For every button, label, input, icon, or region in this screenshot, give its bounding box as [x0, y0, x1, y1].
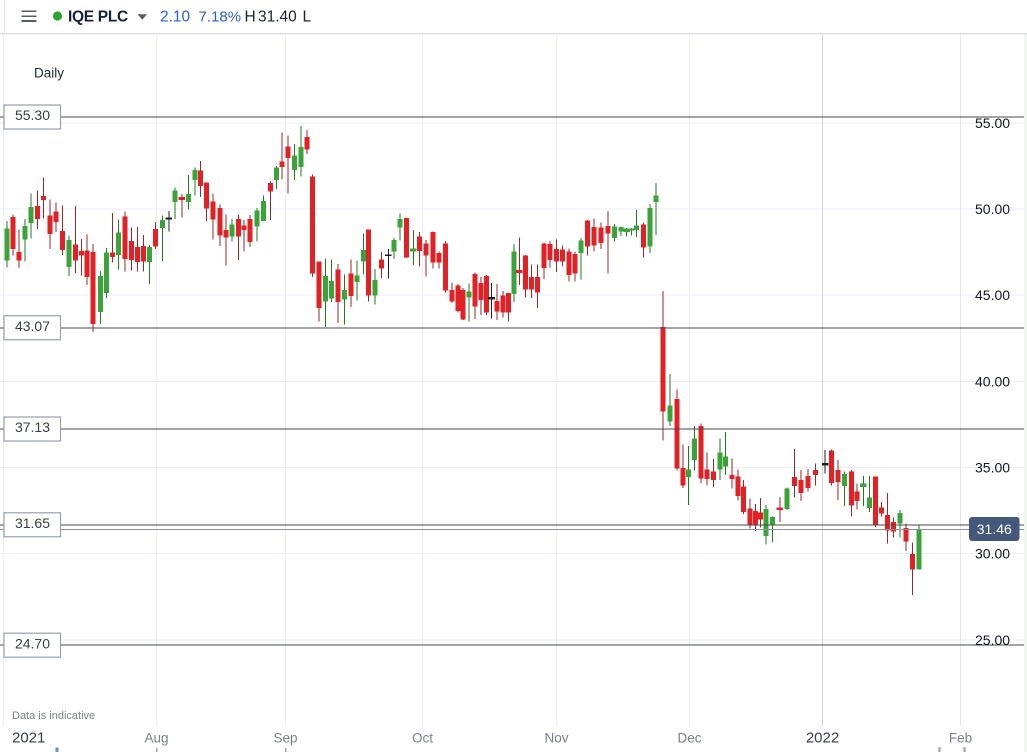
svg-text:Feb: Feb — [949, 731, 972, 746]
svg-text:25.00: 25.00 — [975, 632, 1010, 648]
svg-text:H: H — [245, 9, 256, 26]
svg-text:Daily: Daily — [34, 66, 64, 81]
svg-text:31.46: 31.46 — [977, 521, 1012, 537]
svg-text:7.18%: 7.18% — [199, 9, 242, 26]
svg-text:2022: 2022 — [806, 730, 839, 747]
svg-text:40.00: 40.00 — [975, 373, 1010, 389]
svg-text:55.30: 55.30 — [15, 107, 50, 123]
svg-text:55.00: 55.00 — [975, 115, 1010, 131]
svg-text:43.07: 43.07 — [15, 318, 50, 334]
svg-text:37.13: 37.13 — [15, 419, 50, 435]
svg-text:Nov: Nov — [544, 731, 568, 746]
svg-text:31.40: 31.40 — [258, 9, 297, 26]
svg-text:24.70: 24.70 — [15, 635, 50, 651]
svg-text:Aug: Aug — [144, 731, 168, 746]
svg-text:IQE PLC: IQE PLC — [68, 9, 128, 26]
svg-text:45.00: 45.00 — [975, 287, 1010, 303]
svg-text:50.00: 50.00 — [975, 201, 1010, 217]
svg-text:31.65: 31.65 — [15, 515, 50, 531]
svg-text:Oct: Oct — [412, 731, 433, 746]
svg-text:30.00: 30.00 — [975, 546, 1010, 562]
svg-text:Dec: Dec — [677, 731, 701, 746]
svg-text:Data is indicative: Data is indicative — [12, 710, 95, 722]
svg-text:2021: 2021 — [12, 730, 45, 747]
svg-text:L: L — [303, 9, 312, 26]
svg-text:2.10: 2.10 — [160, 9, 191, 26]
svg-text:Sep: Sep — [273, 731, 297, 746]
svg-text:35.00: 35.00 — [975, 460, 1010, 476]
